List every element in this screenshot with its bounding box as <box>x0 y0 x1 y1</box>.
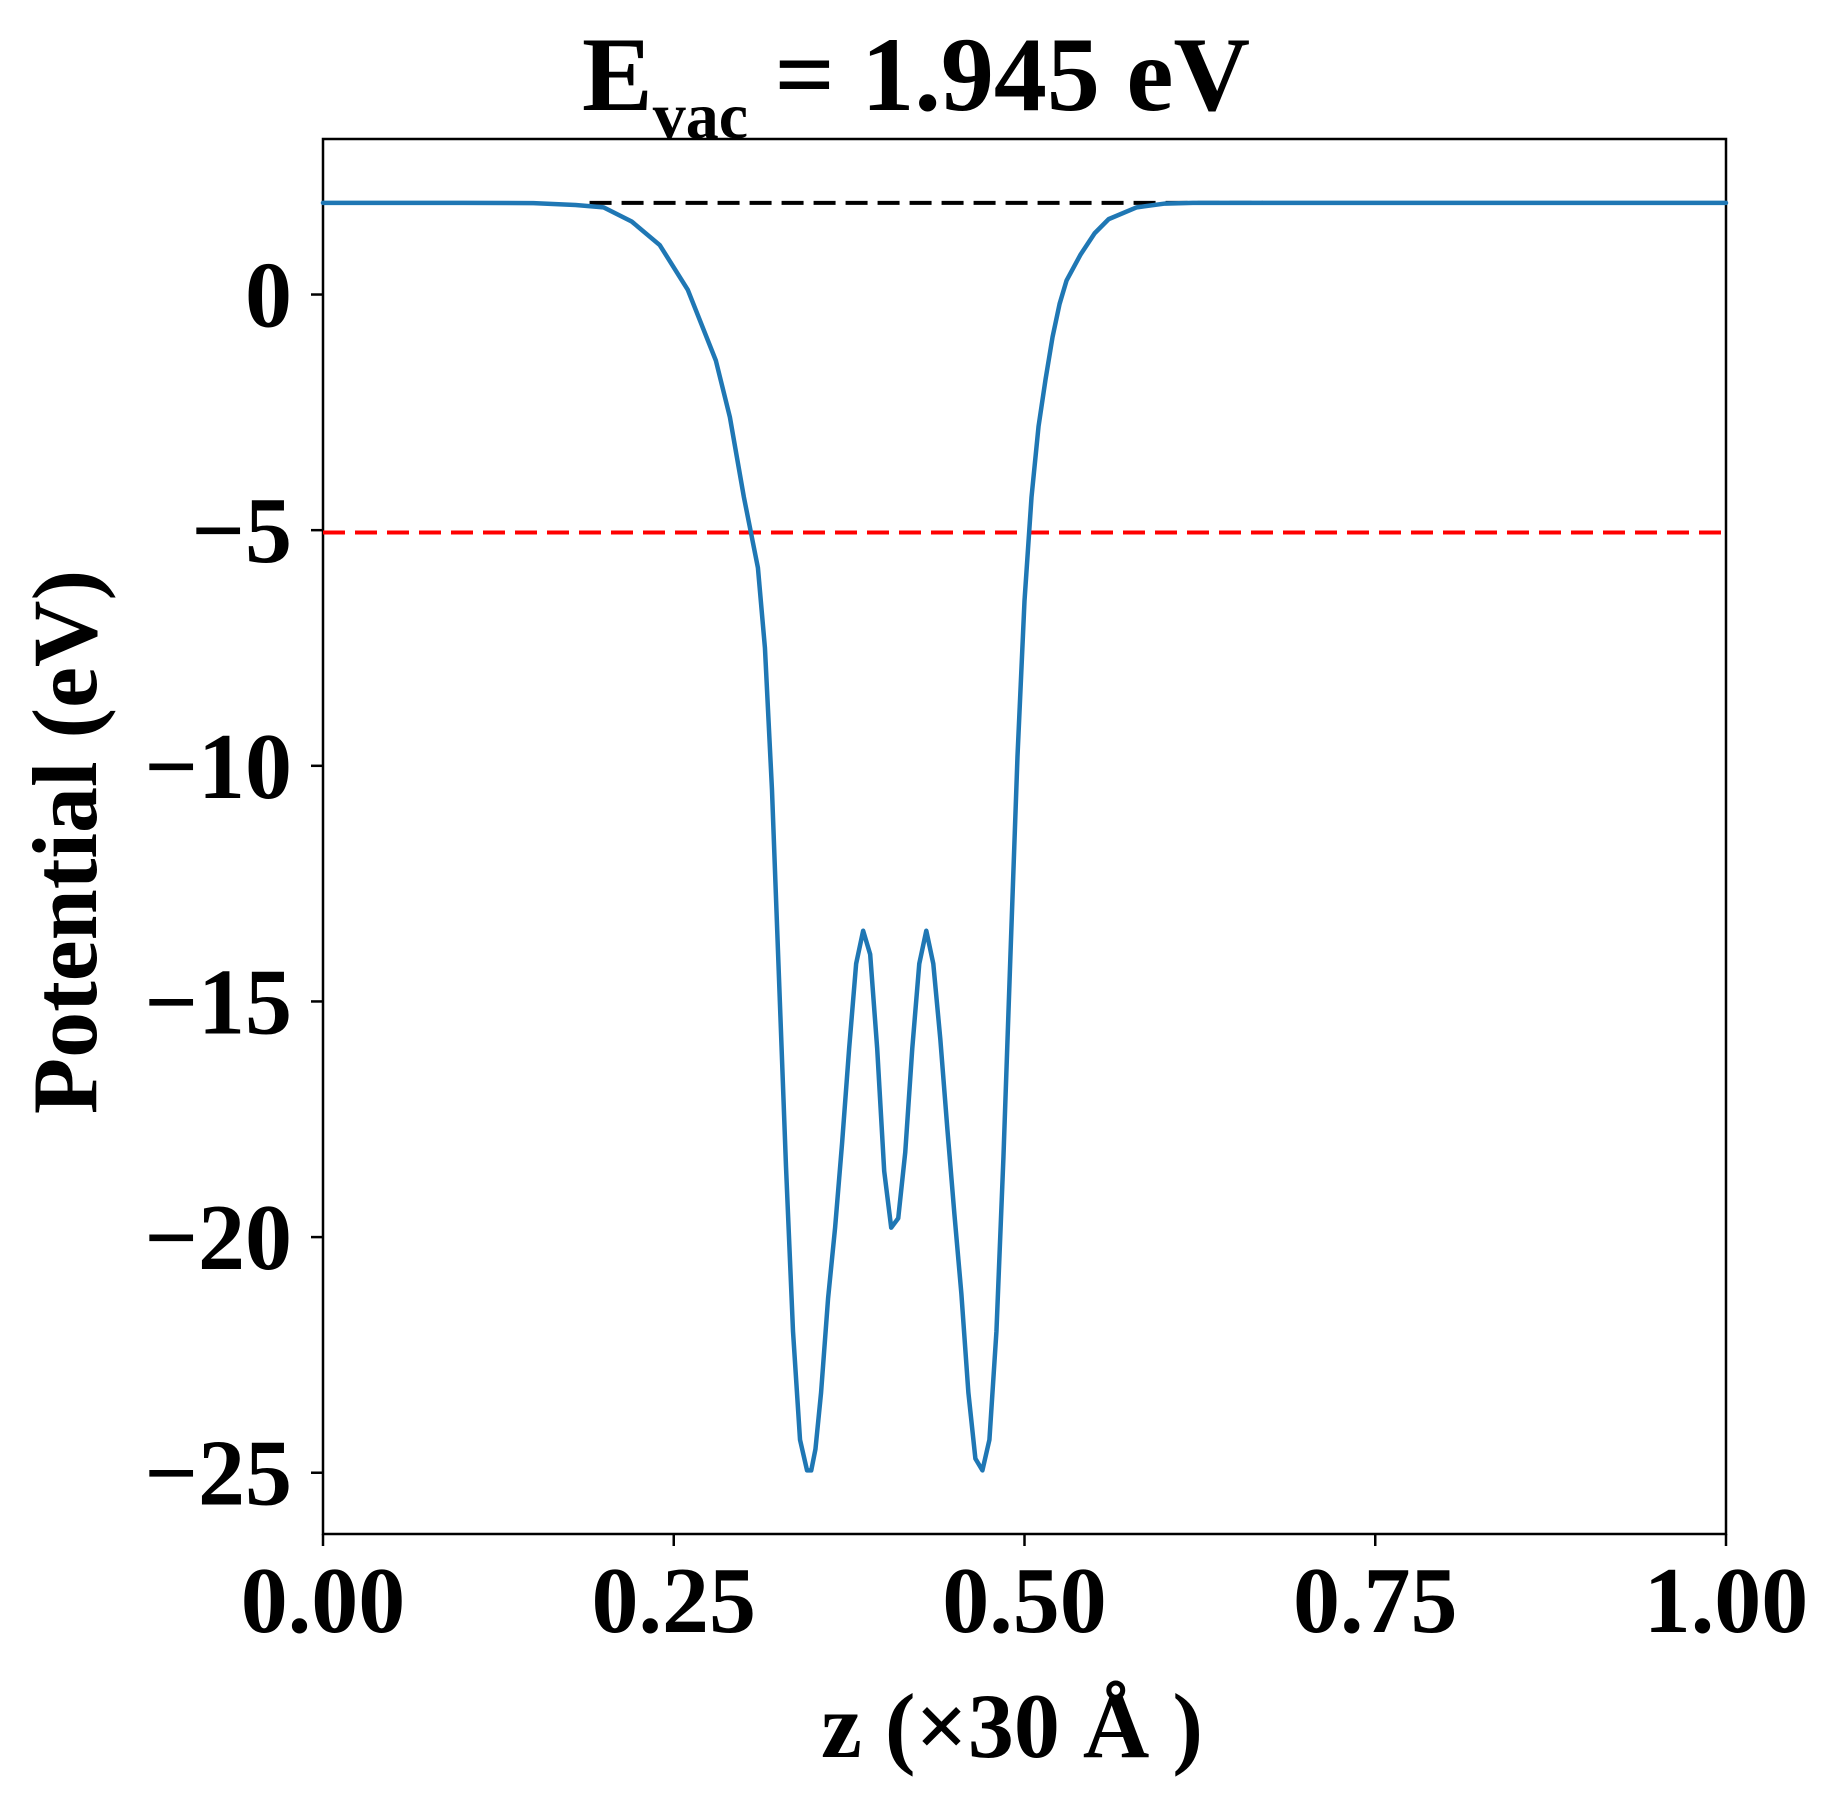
title-subscript: vac <box>653 80 748 153</box>
series-line-0 <box>320 200 1729 1473</box>
y-tick-label: 0 <box>245 244 292 348</box>
chart-title: Evac = 1.945 eV <box>582 16 1250 153</box>
x-tick-label: 0.50 <box>942 1549 1107 1653</box>
reference-lines <box>323 200 1726 535</box>
title-rest: = 1.945 eV <box>748 16 1250 133</box>
x-tick-label: 0.75 <box>1293 1549 1458 1653</box>
y-axis-label: Potential (eV) <box>14 570 116 1114</box>
y-tick-label: −5 <box>191 479 292 583</box>
x-tick-label: 0.00 <box>241 1549 406 1653</box>
x-axis-label: z (×30 Å ) <box>821 1675 1203 1777</box>
y-tick-label: −20 <box>144 1186 292 1290</box>
plot-area <box>321 137 1728 1536</box>
y-ticks: 0 −5 −10 −15 −20 −25 <box>144 244 323 1526</box>
series-layer <box>320 200 1729 1473</box>
x-tick-label: 0.25 <box>592 1549 757 1653</box>
x-tick-label: 1.00 <box>1644 1549 1809 1653</box>
title-main: E <box>582 16 653 133</box>
y-tick-label: −10 <box>144 715 292 819</box>
y-tick-label: −15 <box>144 950 292 1054</box>
x-ticks: 0.00 0.25 0.50 0.75 1.00 <box>241 1534 1809 1653</box>
plot-frame <box>321 137 1728 1536</box>
y-tick-label: −25 <box>144 1422 292 1526</box>
